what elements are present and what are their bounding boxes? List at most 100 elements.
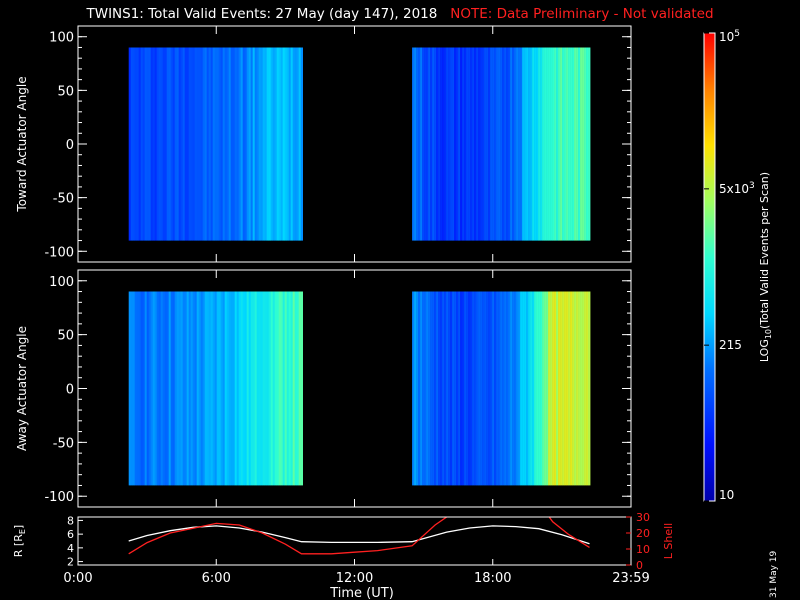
heatmap-column [258, 47, 261, 241]
heatmap-column [188, 47, 191, 241]
heatmap-column [516, 291, 519, 486]
heatmap-column [170, 291, 173, 486]
y-tick-label: -50 [53, 192, 74, 207]
heatmap-column [424, 47, 427, 241]
heatmap-column [462, 291, 465, 486]
heatmap-column [424, 291, 427, 486]
heatmap-column [242, 291, 245, 486]
heatmap-column [178, 291, 181, 486]
heatmap-column [484, 291, 487, 486]
heatmap-column [204, 291, 207, 486]
y-tick-label: -100 [44, 490, 74, 505]
heatmap-column [486, 291, 489, 486]
heatmap-column [412, 47, 415, 241]
heatmap-column [212, 291, 215, 486]
heatmap-column [132, 47, 135, 241]
heatmap-column [142, 291, 145, 486]
heatmap-column [418, 47, 421, 241]
title-text: TWINS1: Total Valid Events: 27 May (day … [86, 6, 438, 22]
heatmap-column [226, 291, 229, 486]
heatmap-column [482, 47, 485, 241]
heatmap-column [148, 291, 151, 486]
heatmap-column [240, 291, 243, 486]
heatmap-column [440, 291, 443, 486]
heatmap-column [586, 291, 589, 486]
heatmap-column [206, 47, 209, 241]
heatmap-column [222, 291, 225, 486]
heatmap-column [588, 47, 591, 241]
heatmap-column [506, 47, 509, 241]
heatmap-column [264, 47, 267, 241]
heatmap-column [190, 291, 193, 486]
preliminary-note: NOTE: Data Preliminary - Not validated [450, 6, 714, 22]
heatmap-column [296, 291, 299, 486]
heatmap-column [528, 291, 531, 486]
heatmap-column [504, 291, 507, 486]
heatmap-column [146, 47, 149, 241]
heatmap-column [136, 291, 139, 486]
heatmap-column [140, 47, 143, 241]
heatmap-column [490, 47, 493, 241]
r-tick-label: 6 [67, 528, 74, 541]
heatmap-column [568, 47, 571, 241]
heatmap-column [556, 291, 559, 486]
heatmap-column [156, 291, 159, 486]
heatmap-column [176, 47, 179, 241]
heatmap-column [522, 47, 525, 241]
heatmap-column [428, 47, 431, 241]
heatmap-column [480, 291, 483, 486]
heatmap-column [478, 47, 481, 241]
heatmap-column [152, 47, 155, 241]
heatmap-column [144, 47, 147, 241]
heatmap-column [454, 291, 457, 486]
r-tick-label: 2 [67, 556, 74, 569]
heatmap-column [432, 291, 435, 486]
heatmap-column [266, 291, 269, 486]
heatmap-column [416, 291, 419, 486]
heatmap-column [276, 291, 279, 486]
heatmap-column [466, 47, 469, 241]
heatmap-column [290, 291, 293, 486]
heatmap-column [174, 47, 177, 241]
heatmap-column [186, 291, 189, 486]
heatmap-column [246, 291, 249, 486]
y-tick-label: 100 [49, 31, 74, 46]
heatmap-block-1 [128, 291, 303, 486]
heatmap-column [218, 291, 221, 486]
heatmap-column [482, 291, 485, 486]
x-tick-label: 12:00 [336, 571, 373, 586]
heatmap-column [572, 291, 575, 486]
heatmap-column [270, 291, 273, 486]
heatmap-column [478, 291, 481, 486]
heatmap-column [182, 47, 185, 241]
heatmap-column [428, 291, 431, 486]
heatmap-column [264, 291, 267, 486]
heatmap-column [254, 291, 257, 486]
heatmap-column [448, 47, 451, 241]
y-axis-label: Toward Actuator Angle [15, 76, 29, 212]
heatmap-column [454, 47, 457, 241]
heatmap-column [550, 291, 553, 486]
heatmap-column [136, 47, 139, 241]
heatmap-column [520, 47, 523, 241]
heatmap-column [148, 47, 151, 241]
heatmap-column [446, 291, 449, 486]
heatmap-column [522, 291, 525, 486]
heatmap-column [232, 291, 235, 486]
heatmap-column [248, 291, 251, 486]
heatmap-column [550, 47, 553, 241]
heatmap-column [192, 47, 195, 241]
x-tick-label: 0:00 [63, 571, 92, 586]
heatmap-column [224, 47, 227, 241]
heatmap-column [170, 47, 173, 241]
heatmap-column [452, 47, 455, 241]
heatmap-column [472, 47, 475, 241]
heatmap-column [160, 291, 163, 486]
lshell-series-line [128, 517, 590, 555]
heatmap-column [260, 47, 263, 241]
y-tick-label: 0 [66, 138, 74, 153]
heatmap-column [284, 47, 287, 241]
heatmap-column [500, 291, 503, 486]
heatmap-column [162, 47, 165, 241]
heatmap-column [128, 47, 131, 241]
